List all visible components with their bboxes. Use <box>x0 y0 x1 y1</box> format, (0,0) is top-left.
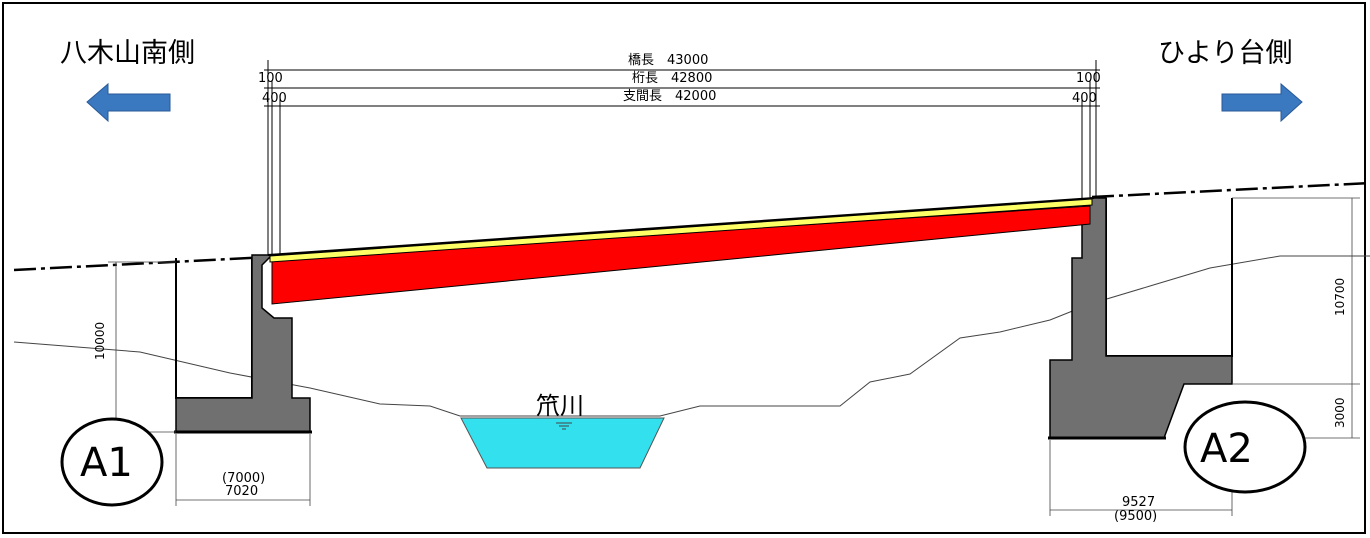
left-offset-top-dim: 100 <box>258 71 283 86</box>
bridge-length-dim: 橋長 43000 <box>628 53 708 68</box>
right-side-label: ひより台側 <box>1158 38 1292 69</box>
a2-abutment <box>1048 197 1233 440</box>
road-grade-line <box>13 181 1370 272</box>
right-offset-bottom-dim: 400 <box>1072 91 1097 106</box>
water-level-icon <box>556 422 572 430</box>
a2-footing-dim: 3000 <box>1333 397 1347 428</box>
a1-label: A1 <box>80 440 133 486</box>
girder-length-dim: 桁長 42800 <box>632 71 712 86</box>
right-offset-top-dim: 100 <box>1076 71 1101 86</box>
left-offset-bottom-dim: 400 <box>262 91 287 106</box>
a2-label: A2 <box>1200 426 1253 472</box>
left-side-label: 八木山南側 <box>60 38 195 69</box>
ground-profile <box>13 255 1370 417</box>
a2-width-orig-dim: (9500) <box>1114 509 1157 524</box>
a1-width-dim: 7020 <box>225 484 258 499</box>
right-arrow-icon <box>1221 82 1303 123</box>
river-label: 笊川 <box>536 392 584 420</box>
river-water <box>460 417 665 469</box>
a2-height-dim: 10700 <box>1333 278 1347 316</box>
a1-abutment <box>174 254 312 434</box>
left-arrow-icon <box>86 82 171 123</box>
a2-width-dim: 9527 <box>1122 495 1155 510</box>
a2-label-circle <box>1183 400 1307 494</box>
a1-width-orig-dim: (7000) <box>222 471 265 486</box>
top-dimension-lines <box>264 60 1100 258</box>
a1-dimension-lines <box>108 261 311 506</box>
a1-height-dim: 10000 <box>93 322 107 360</box>
steel-girder <box>271 205 1091 305</box>
deck-surface-line <box>267 197 1095 256</box>
a1-label-circle <box>60 417 164 507</box>
span-length-dim: 支間長 42000 <box>623 89 716 104</box>
